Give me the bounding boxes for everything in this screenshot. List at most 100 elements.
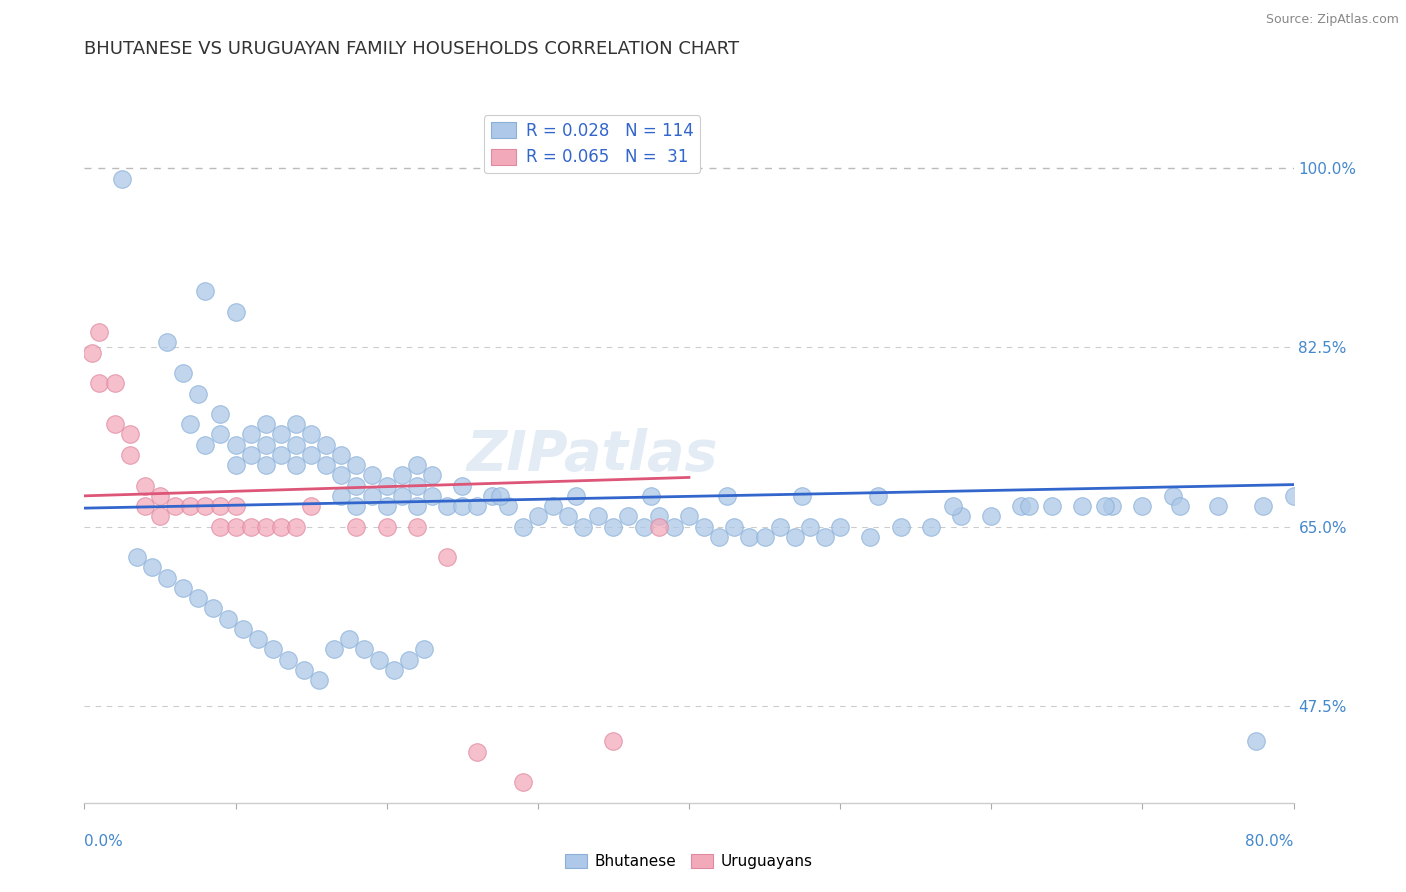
Point bbox=[496, 499, 519, 513]
Point bbox=[270, 448, 292, 462]
Point bbox=[299, 499, 322, 513]
Point bbox=[239, 448, 262, 462]
Point bbox=[346, 519, 368, 533]
Point bbox=[406, 478, 429, 492]
Point bbox=[346, 478, 368, 492]
Point bbox=[512, 775, 534, 789]
Point bbox=[391, 489, 413, 503]
Point bbox=[467, 745, 489, 759]
Point bbox=[187, 591, 209, 606]
Point bbox=[1094, 499, 1116, 513]
Point bbox=[292, 663, 315, 677]
Point bbox=[134, 499, 156, 513]
Point bbox=[754, 530, 776, 544]
Point bbox=[512, 519, 534, 533]
Point bbox=[481, 489, 503, 503]
Point bbox=[564, 489, 586, 503]
Point bbox=[602, 734, 624, 748]
Point bbox=[149, 509, 172, 524]
Point bbox=[942, 499, 965, 513]
Point bbox=[830, 519, 852, 533]
Point bbox=[104, 376, 127, 391]
Point bbox=[156, 335, 179, 350]
Point bbox=[1018, 499, 1040, 513]
Point bbox=[436, 550, 458, 565]
Point bbox=[1101, 499, 1123, 513]
Point bbox=[588, 509, 610, 524]
Point bbox=[194, 284, 217, 298]
Point bbox=[209, 407, 232, 421]
Legend: R = 0.028   N = 114, R = 0.065   N =  31: R = 0.028 N = 114, R = 0.065 N = 31 bbox=[484, 115, 700, 173]
Point bbox=[232, 622, 254, 636]
Point bbox=[225, 438, 247, 452]
Point bbox=[451, 478, 474, 492]
Point bbox=[172, 581, 194, 595]
Point bbox=[111, 171, 134, 186]
Point bbox=[859, 530, 882, 544]
Point bbox=[640, 489, 662, 503]
Point bbox=[346, 458, 368, 472]
Point bbox=[360, 468, 382, 483]
Point bbox=[602, 519, 624, 533]
Point bbox=[254, 458, 277, 472]
Point bbox=[716, 489, 738, 503]
Point bbox=[209, 427, 232, 442]
Point bbox=[299, 427, 322, 442]
Point bbox=[225, 519, 247, 533]
Point bbox=[187, 386, 209, 401]
Point bbox=[209, 499, 232, 513]
Point bbox=[890, 519, 912, 533]
Point bbox=[179, 499, 201, 513]
Point bbox=[1011, 499, 1033, 513]
Point bbox=[194, 499, 217, 513]
Point bbox=[799, 519, 821, 533]
Point bbox=[783, 530, 806, 544]
Point bbox=[285, 438, 308, 452]
Point bbox=[315, 458, 337, 472]
Point bbox=[866, 489, 889, 503]
Point bbox=[527, 509, 550, 524]
Point bbox=[633, 519, 655, 533]
Point bbox=[920, 519, 942, 533]
Point bbox=[285, 519, 308, 533]
Point bbox=[330, 448, 353, 462]
Point bbox=[1130, 499, 1153, 513]
Point bbox=[330, 489, 353, 503]
Text: BHUTANESE VS URUGUAYAN FAMILY HOUSEHOLDS CORRELATION CHART: BHUTANESE VS URUGUAYAN FAMILY HOUSEHOLDS… bbox=[84, 40, 740, 58]
Point bbox=[406, 499, 429, 513]
Point bbox=[406, 458, 429, 472]
Point bbox=[382, 663, 405, 677]
Point bbox=[118, 427, 141, 442]
Point bbox=[1244, 734, 1267, 748]
Point bbox=[375, 519, 398, 533]
Point bbox=[225, 499, 247, 513]
Point bbox=[80, 345, 103, 359]
Point bbox=[814, 530, 837, 544]
Point bbox=[337, 632, 360, 646]
Point bbox=[662, 519, 685, 533]
Point bbox=[104, 417, 127, 432]
Point bbox=[489, 489, 512, 503]
Point bbox=[1253, 499, 1275, 513]
Text: 80.0%: 80.0% bbox=[1246, 834, 1294, 849]
Point bbox=[89, 376, 111, 391]
Point bbox=[89, 325, 111, 339]
Point bbox=[413, 642, 436, 657]
Text: 0.0%: 0.0% bbox=[84, 834, 124, 849]
Text: ZIPatlas: ZIPatlas bbox=[467, 428, 718, 482]
Point bbox=[262, 642, 284, 657]
Point bbox=[436, 499, 458, 513]
Point bbox=[1071, 499, 1094, 513]
Point bbox=[165, 499, 187, 513]
Point bbox=[239, 519, 262, 533]
Point bbox=[420, 489, 443, 503]
Point bbox=[792, 489, 814, 503]
Point bbox=[1206, 499, 1229, 513]
Point bbox=[420, 468, 443, 483]
Point bbox=[225, 304, 247, 318]
Point bbox=[346, 499, 368, 513]
Point bbox=[360, 489, 382, 503]
Point bbox=[322, 642, 344, 657]
Point bbox=[285, 417, 308, 432]
Point bbox=[572, 519, 595, 533]
